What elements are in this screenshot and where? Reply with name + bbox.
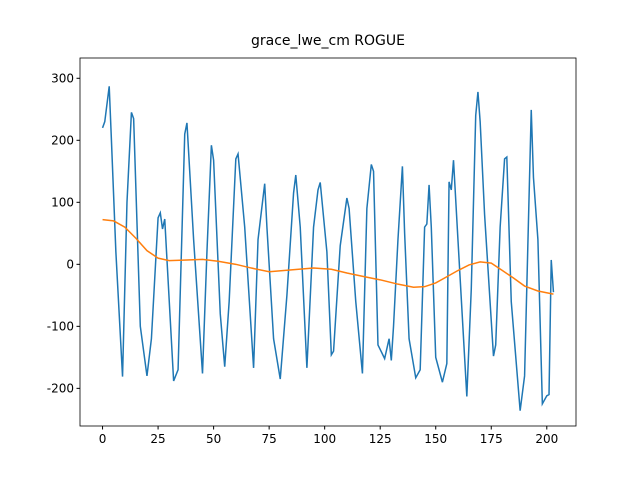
chart-title: grace_lwe_cm ROGUE (251, 33, 405, 49)
y-tick-label: -200 (47, 381, 74, 395)
y-tick-label: 0 (66, 257, 74, 271)
x-tick-label: 150 (424, 432, 447, 446)
x-tick-label: 175 (480, 432, 503, 446)
y-tick-label: -100 (47, 319, 74, 333)
y-tick-label: 200 (51, 133, 74, 147)
x-tick-label: 0 (99, 432, 107, 446)
data-line (101, 86, 555, 411)
x-tick-label: 75 (261, 432, 276, 446)
axes-frame (79, 57, 577, 427)
x-tick-label: 50 (206, 432, 221, 446)
y-tick-label: 100 (51, 195, 74, 209)
x-tick-label: 100 (313, 432, 336, 446)
y-tick-label: 300 (51, 71, 74, 85)
x-tick-label: 200 (535, 432, 558, 446)
data-line (102, 218, 554, 295)
x-tick-label: 25 (150, 432, 165, 446)
x-tick-label: 125 (369, 432, 392, 446)
